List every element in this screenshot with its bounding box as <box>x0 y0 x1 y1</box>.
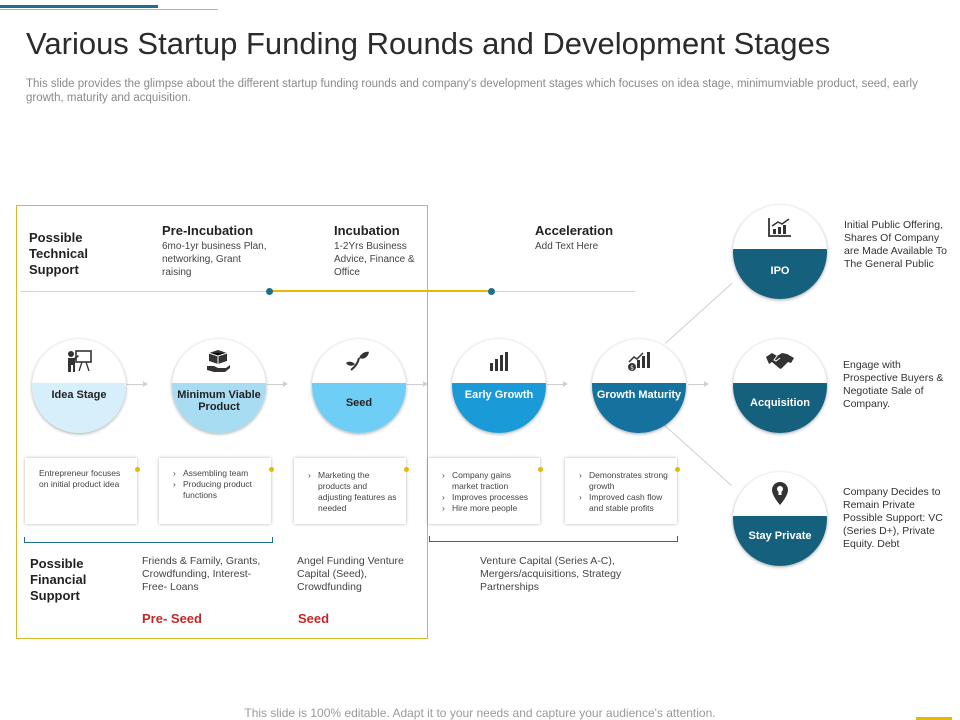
circle-label: Acquisition <box>733 383 827 433</box>
page-title: Various Startup Funding Rounds and Devel… <box>26 26 831 61</box>
hand-box-icon <box>172 339 266 383</box>
stay-private-circle: Stay Private <box>733 472 827 566</box>
rising-chart-icon <box>733 205 827 249</box>
ipo-circle: IPO <box>733 205 827 299</box>
stage-text: Add Text Here <box>535 241 599 252</box>
card-item: Assembling team <box>173 468 263 479</box>
incubation-span-line <box>269 290 492 292</box>
ipo-description: Initial Public Offering, Shares Of Compa… <box>844 219 947 270</box>
card-marker <box>135 467 140 472</box>
stage-card: Company gains market traction Improves p… <box>428 458 543 524</box>
stage-card: Demonstrates strong growth Improved cash… <box>565 458 680 524</box>
footer-note: This slide is 100% editable. Adapt it to… <box>244 706 716 720</box>
stage-card: Marketing the products and adjusting fea… <box>294 458 409 524</box>
stage-acceleration: Acceleration Add Text Here <box>535 223 645 253</box>
card-item: Demonstrates strong growth <box>579 470 669 492</box>
growth-bracket <box>429 536 678 542</box>
stage-card: Entrepreneur focuses on initial product … <box>25 458 140 524</box>
card-item: Marketing the products and adjusting fea… <box>308 470 398 514</box>
stage-pre-incubation: Pre-Incubation 6mo-1yr business Plan, ne… <box>162 223 272 279</box>
top-accent-line-yellow <box>0 9 218 10</box>
flow-arrow <box>267 381 288 387</box>
stage-card: Assembling team Producing product functi… <box>159 458 274 524</box>
page-subtitle: This slide provides the glimpse about th… <box>26 78 918 104</box>
circle-label: Seed <box>312 383 406 433</box>
sprout-icon <box>312 339 406 383</box>
timeline-dot <box>488 288 495 295</box>
card-marker <box>269 467 274 472</box>
card-item: Company gains market traction <box>442 470 532 492</box>
presentation-icon <box>32 339 126 383</box>
financial-seed-text: Angel Funding Venture Capital (Seed), Cr… <box>297 555 404 593</box>
handshake-icon <box>733 339 827 383</box>
card-marker <box>404 467 409 472</box>
circle-label: IPO <box>733 249 827 299</box>
connector-to-ipo <box>665 282 733 344</box>
card-item: Producing product functions <box>173 479 263 501</box>
stage-incubation: Incubation 1-2Yrs Business Advice, Finan… <box>334 223 424 279</box>
stage-title: Incubation <box>334 223 400 238</box>
flow-arrow <box>127 381 148 387</box>
bar-chart-icon <box>452 339 546 383</box>
growth-chart-icon: $ <box>592 339 686 383</box>
financial-pre-seed-text: Friends & Family, Grants, Crowdfunding, … <box>142 555 261 593</box>
stay-private-description: Company Decides to Remain Private Possib… <box>843 486 943 550</box>
circle-label: Early Growth <box>452 383 546 433</box>
stage-text: 1-2Yrs Business Advice, Finance & Office <box>334 241 415 278</box>
pre-seed-tag: Pre- Seed <box>142 611 202 626</box>
location-pin-icon <box>733 472 827 516</box>
early-growth-circle: Early Growth <box>452 339 546 433</box>
stage-text: 6mo-1yr business Plan, networking, Grant… <box>162 241 267 278</box>
idea-stage-circle: Idea Stage <box>32 339 126 433</box>
financial-growth-text: Venture Capital (Series A-C), Mergers/ac… <box>480 555 622 593</box>
flow-arrow <box>688 381 709 387</box>
circle-label: Minimum Viable Product <box>172 383 266 433</box>
card-item: Improves processes <box>442 492 532 503</box>
flow-arrow <box>407 381 428 387</box>
card-marker <box>675 467 680 472</box>
stage-title: Acceleration <box>535 223 614 238</box>
seed-circle: Seed <box>312 339 406 433</box>
pre-seed-bracket <box>24 537 273 543</box>
financial-support-label: Possible Financial Support <box>30 556 87 603</box>
growth-maturity-circle: $ Growth Maturity <box>592 339 686 433</box>
svg-text:$: $ <box>630 365 634 372</box>
top-accent-line <box>0 5 158 8</box>
early-stage-frame <box>16 205 428 639</box>
corner-accent <box>916 717 952 720</box>
card-item: Hire more people <box>442 503 532 514</box>
card-text: Entrepreneur focuses on initial product … <box>39 468 121 489</box>
card-item: Improved cash flow and stable profits <box>579 492 669 514</box>
stage-title: Pre-Incubation <box>162 223 254 238</box>
seed-tag: Seed <box>298 611 330 626</box>
card-marker <box>538 467 543 472</box>
timeline-dot <box>266 288 273 295</box>
technical-support-label: Possible Technical Support <box>29 230 89 277</box>
circle-label: Growth Maturity <box>592 383 686 433</box>
mvp-circle: Minimum Viable Product <box>172 339 266 433</box>
acquisition-description: Engage with Prospective Buyers & Negotia… <box>843 359 944 410</box>
acquisition-circle: Acquisition <box>733 339 827 433</box>
circle-label: Idea Stage <box>32 383 126 433</box>
flow-arrow <box>547 381 568 387</box>
circle-label: Stay Private <box>733 516 827 566</box>
